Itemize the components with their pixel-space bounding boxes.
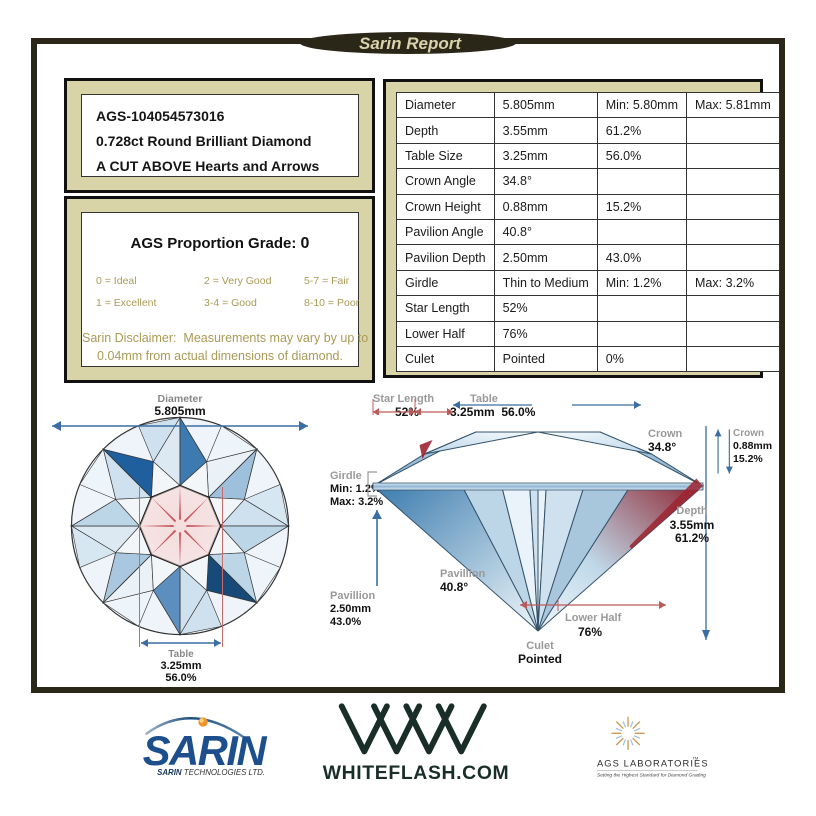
svg-text:SARIN: SARIN xyxy=(143,727,268,774)
svg-text:SARIN TECHNOLOGIES LTD.: SARIN TECHNOLOGIES LTD. xyxy=(157,768,265,777)
svg-text:Setting the Highest Standard f: Setting the Highest Standard for Diamond… xyxy=(597,772,706,778)
svg-text:AGS LABORATORIES: AGS LABORATORIES xyxy=(597,759,709,769)
svg-text:WHITEFLASH.COM: WHITEFLASH.COM xyxy=(323,762,510,784)
svg-text:TM: TM xyxy=(693,756,699,761)
